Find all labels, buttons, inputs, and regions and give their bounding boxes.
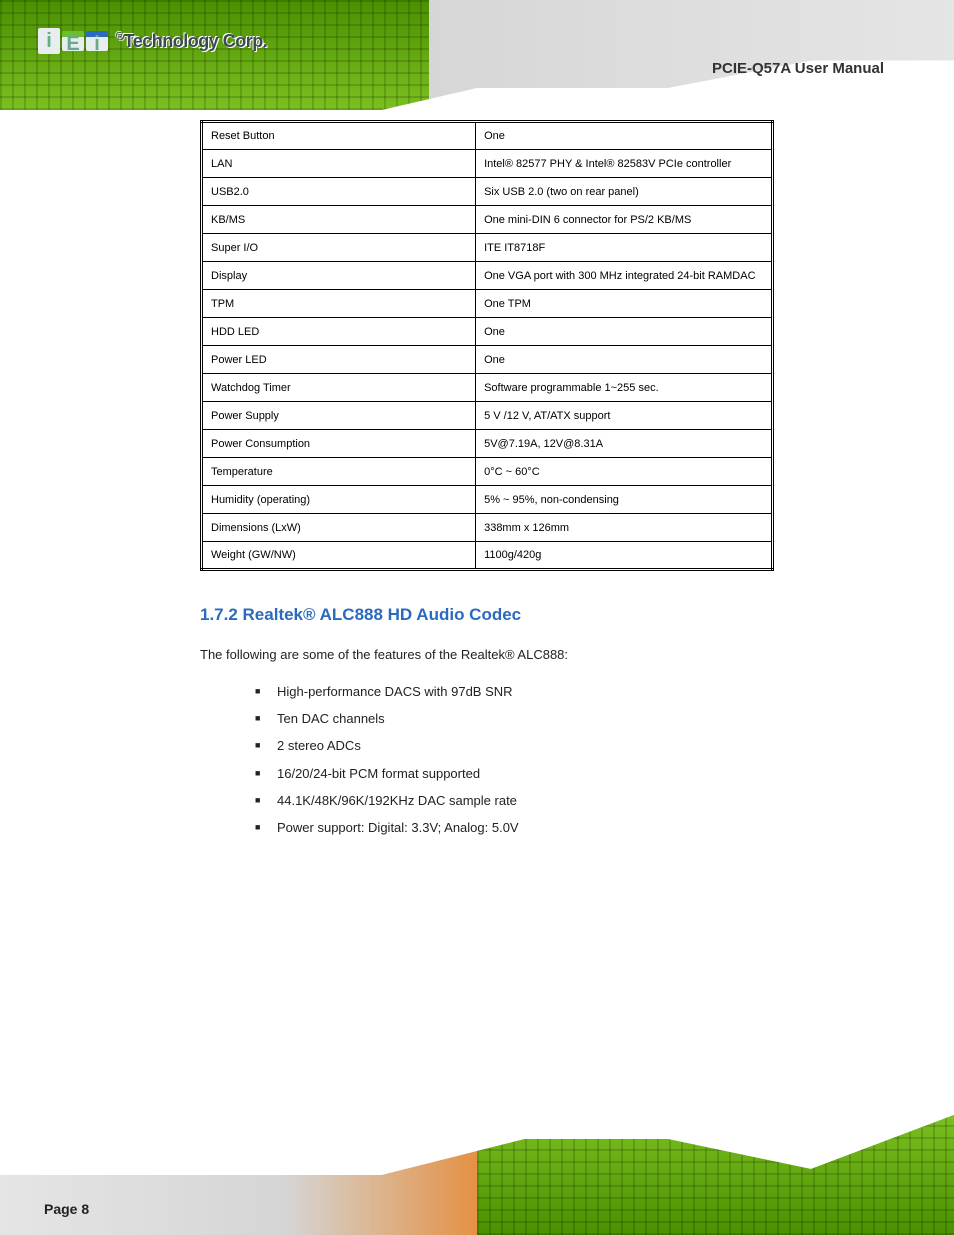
table-cell: Temperature — [202, 458, 476, 486]
list-item: Ten DAC channels — [255, 705, 774, 732]
audio-feature-list: High-performance DACS with 97dB SNRTen D… — [200, 678, 774, 842]
table-cell: 5 V /12 V, AT/ATX support — [476, 402, 773, 430]
table-cell: Weight (GW/NW) — [202, 542, 476, 570]
table-cell: ITE IT8718F — [476, 234, 773, 262]
list-item: 2 stereo ADCs — [255, 732, 774, 759]
table-cell: 5% ~ 95%, non-condensing — [476, 486, 773, 514]
list-item: 16/20/24-bit PCM format supported — [255, 760, 774, 787]
table-cell: HDD LED — [202, 318, 476, 346]
header-decorative-band — [0, 0, 954, 110]
table-cell: 338mm x 126mm — [476, 514, 773, 542]
table-cell: Power LED — [202, 346, 476, 374]
footer-decorative-band — [0, 1115, 954, 1235]
logo-letter-i2: i — [86, 31, 108, 51]
table-cell: Dimensions (LxW) — [202, 514, 476, 542]
table-cell: TPM — [202, 290, 476, 318]
table-cell: 1100g/420g — [476, 542, 773, 570]
table-row: LANIntel® 82577 PHY & Intel® 82583V PCIe… — [202, 150, 773, 178]
table-row: Dimensions (LxW)338mm x 126mm — [202, 514, 773, 542]
page-number: Page 8 — [44, 1201, 89, 1217]
company-name: Technology Corp. — [124, 31, 268, 51]
logo-letter-e: E — [62, 31, 84, 51]
list-item: Power support: Digital: 3.3V; Analog: 5.… — [255, 814, 774, 841]
table-row: Reset ButtonOne — [202, 122, 773, 150]
table-cell: Humidity (operating) — [202, 486, 476, 514]
table-cell: One TPM — [476, 290, 773, 318]
table-cell: Super I/O — [202, 234, 476, 262]
registered-icon: ® — [116, 31, 124, 43]
table-cell: USB2.0 — [202, 178, 476, 206]
table-row: DisplayOne VGA port with 300 MHz integra… — [202, 262, 773, 290]
table-row: Super I/OITE IT8718F — [202, 234, 773, 262]
table-row: HDD LEDOne — [202, 318, 773, 346]
table-cell: Power Consumption — [202, 430, 476, 458]
table-cell: One — [476, 318, 773, 346]
table-cell: One VGA port with 300 MHz integrated 24-… — [476, 262, 773, 290]
table-cell: Software programmable 1~255 sec. — [476, 374, 773, 402]
table-row: Power Consumption5V@7.19A, 12V@8.31A — [202, 430, 773, 458]
table-cell: One — [476, 346, 773, 374]
list-item: High-performance DACS with 97dB SNR — [255, 678, 774, 705]
audio-intro-text: The following are some of the features o… — [200, 643, 774, 668]
logo-letter-i: i — [38, 28, 60, 54]
table-cell: KB/MS — [202, 206, 476, 234]
page-content: Reset ButtonOneLANIntel® 82577 PHY & Int… — [200, 120, 774, 841]
table-row: TPMOne TPM — [202, 290, 773, 318]
table-cell: LAN — [202, 150, 476, 178]
table-row: Humidity (operating)5% ~ 95%, non-conden… — [202, 486, 773, 514]
table-row: Watchdog TimerSoftware programmable 1~25… — [202, 374, 773, 402]
table-cell: Reset Button — [202, 122, 476, 150]
table-cell: 0°C ~ 60°C — [476, 458, 773, 486]
specifications-table: Reset ButtonOneLANIntel® 82577 PHY & Int… — [200, 120, 774, 571]
section-heading-audio: 1.7.2 Realtek® ALC888 HD Audio Codec — [200, 605, 774, 625]
table-cell: One — [476, 122, 773, 150]
heading-text: 1.7.2 Realtek® ALC888 HD Audio Codec — [200, 605, 521, 624]
table-cell: Intel® 82577 PHY & Intel® 82583V PCIe co… — [476, 150, 773, 178]
table-cell: One mini-DIN 6 connector for PS/2 KB/MS — [476, 206, 773, 234]
list-item: 44.1K/48K/96K/192KHz DAC sample rate — [255, 787, 774, 814]
company-logo: i E i ®Technology Corp. — [38, 28, 267, 54]
table-cell: 5V@7.19A, 12V@8.31A — [476, 430, 773, 458]
table-cell: Power Supply — [202, 402, 476, 430]
table-row: Temperature0°C ~ 60°C — [202, 458, 773, 486]
table-row: Power Supply5 V /12 V, AT/ATX support — [202, 402, 773, 430]
table-row: KB/MSOne mini-DIN 6 connector for PS/2 K… — [202, 206, 773, 234]
table-row: Weight (GW/NW)1100g/420g — [202, 542, 773, 570]
table-cell: Watchdog Timer — [202, 374, 476, 402]
table-row: Power LEDOne — [202, 346, 773, 374]
table-cell: Display — [202, 262, 476, 290]
table-row: USB2.0Six USB 2.0 (two on rear panel) — [202, 178, 773, 206]
document-title: PCIE-Q57A User Manual — [712, 60, 884, 77]
logo-company-text: ®Technology Corp. — [116, 31, 267, 52]
table-cell: Six USB 2.0 (two on rear panel) — [476, 178, 773, 206]
specs-tbody: Reset ButtonOneLANIntel® 82577 PHY & Int… — [202, 122, 773, 570]
